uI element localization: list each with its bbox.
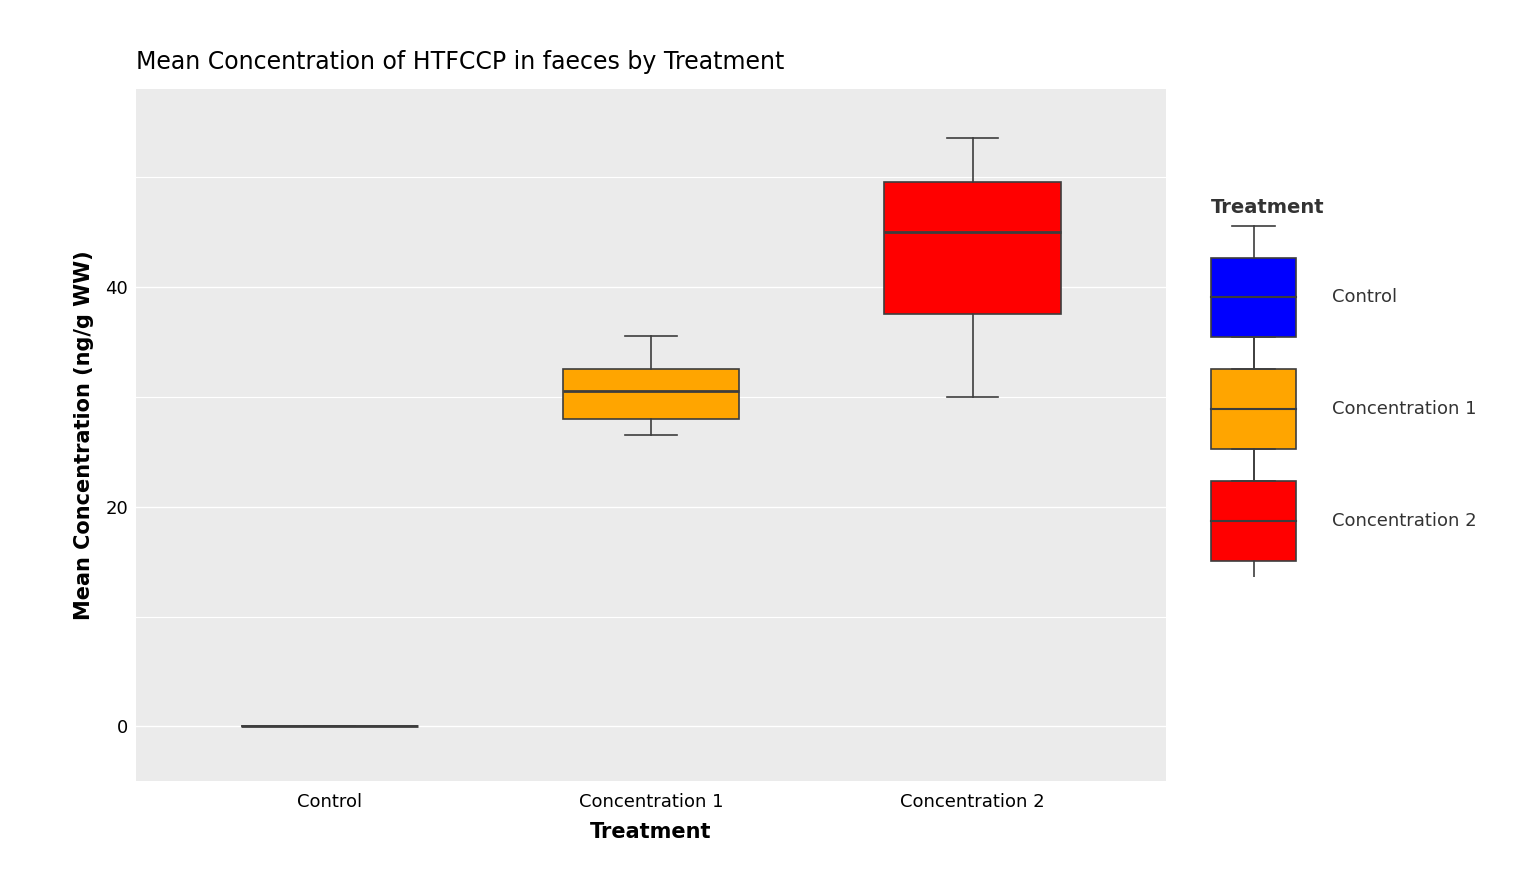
Text: Mean Concentration of HTFCCP in faeces by Treatment: Mean Concentration of HTFCCP in faeces b…: [136, 51, 784, 75]
Text: Treatment: Treatment: [1211, 198, 1325, 217]
FancyBboxPatch shape: [1211, 258, 1296, 337]
FancyBboxPatch shape: [1211, 369, 1296, 449]
Text: Concentration 2: Concentration 2: [1332, 512, 1478, 530]
Y-axis label: Mean Concentration (ng/g WW): Mean Concentration (ng/g WW): [74, 250, 94, 620]
FancyBboxPatch shape: [1211, 481, 1296, 561]
Text: Control: Control: [1332, 289, 1397, 306]
X-axis label: Treatment: Treatment: [590, 821, 712, 842]
PathPatch shape: [884, 182, 1061, 314]
Text: Concentration 1: Concentration 1: [1332, 400, 1476, 418]
PathPatch shape: [563, 369, 739, 418]
